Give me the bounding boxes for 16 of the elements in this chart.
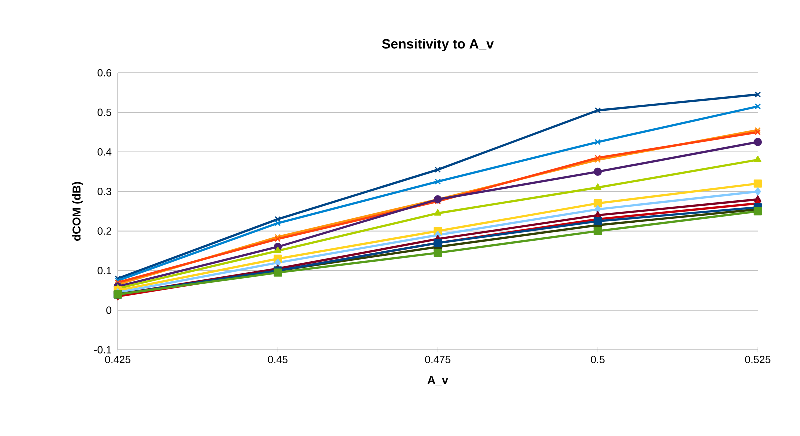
x-tick-label: 0.525 bbox=[745, 356, 771, 364]
chart-title: Sensitivity to A_v bbox=[382, 38, 494, 52]
y-axis-title: dCOM (dB) bbox=[72, 182, 84, 241]
y-tick-label: 0.5 bbox=[98, 108, 112, 116]
x-tick-label: 0.475 bbox=[425, 356, 451, 364]
y-tick-label: 0.1 bbox=[98, 267, 112, 275]
x-tick-label: 0.5 bbox=[591, 356, 605, 364]
x-tick-label: 0.45 bbox=[268, 356, 288, 364]
x-tick-label: 0.425 bbox=[105, 356, 131, 364]
y-tick-label: 0 bbox=[106, 306, 112, 314]
y-tick-label: 0.2 bbox=[98, 228, 112, 236]
y-tick-label: 0.3 bbox=[98, 188, 112, 196]
y-tick-label: 0.4 bbox=[98, 148, 112, 156]
y-tick-label: 0.6 bbox=[98, 69, 112, 77]
x-axis-title: A_v bbox=[428, 376, 448, 386]
y-tick-label: -0.1 bbox=[94, 346, 112, 354]
